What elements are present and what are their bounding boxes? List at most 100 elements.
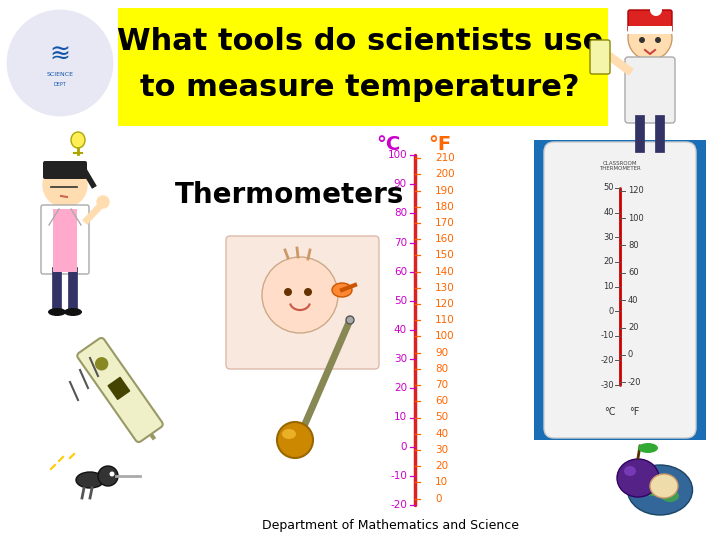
- Bar: [534, 140, 706, 440]
- Text: 50: 50: [435, 413, 448, 422]
- Text: 70: 70: [435, 380, 448, 390]
- Text: What tools do scientists use: What tools do scientists use: [117, 28, 603, 57]
- Circle shape: [655, 37, 661, 43]
- Text: 20: 20: [435, 461, 448, 471]
- Ellipse shape: [332, 283, 352, 297]
- Text: 210: 210: [435, 153, 455, 163]
- Text: Thermometers: Thermometers: [175, 181, 405, 209]
- Ellipse shape: [628, 465, 693, 515]
- Ellipse shape: [48, 308, 66, 316]
- Text: DEPT: DEPT: [53, 82, 66, 86]
- Text: 110: 110: [435, 315, 455, 325]
- Text: CLASSROOM
THERMOMETER: CLASSROOM THERMOMETER: [599, 160, 641, 171]
- Ellipse shape: [71, 132, 85, 148]
- Text: 200: 200: [435, 170, 454, 179]
- Text: 190: 190: [435, 186, 455, 195]
- Bar: [53, 209, 77, 272]
- Ellipse shape: [64, 308, 82, 316]
- Text: 0: 0: [400, 442, 407, 451]
- Text: 0: 0: [435, 494, 441, 503]
- Text: -20: -20: [600, 356, 614, 365]
- Text: 80: 80: [394, 208, 407, 218]
- Text: 40: 40: [435, 429, 448, 438]
- Text: 90: 90: [394, 179, 407, 189]
- Text: 40: 40: [628, 296, 639, 305]
- Circle shape: [346, 316, 354, 324]
- Ellipse shape: [624, 466, 636, 476]
- Text: 90: 90: [435, 348, 448, 357]
- Text: 120: 120: [628, 186, 644, 195]
- FancyBboxPatch shape: [628, 10, 672, 32]
- Text: 180: 180: [435, 202, 455, 212]
- Text: 80: 80: [435, 364, 448, 374]
- Text: 0: 0: [608, 307, 614, 315]
- Text: 60: 60: [628, 268, 639, 278]
- Ellipse shape: [638, 443, 658, 453]
- Text: ≋: ≋: [50, 43, 71, 67]
- Text: 130: 130: [435, 283, 455, 293]
- FancyBboxPatch shape: [107, 377, 130, 400]
- Text: 120: 120: [435, 299, 455, 309]
- Text: 50: 50: [394, 296, 407, 306]
- Text: °F: °F: [629, 407, 639, 417]
- Text: °F: °F: [428, 136, 451, 154]
- Circle shape: [628, 16, 672, 60]
- Text: 20: 20: [628, 323, 639, 332]
- Text: to measure temperature?: to measure temperature?: [140, 73, 580, 103]
- FancyBboxPatch shape: [625, 57, 675, 123]
- Circle shape: [639, 37, 645, 43]
- Circle shape: [8, 11, 112, 115]
- FancyBboxPatch shape: [43, 161, 87, 179]
- Text: 10: 10: [394, 413, 407, 422]
- Circle shape: [650, 4, 662, 16]
- Text: 0: 0: [628, 350, 634, 360]
- Text: 70: 70: [394, 238, 407, 247]
- Ellipse shape: [661, 490, 679, 502]
- Text: -20: -20: [628, 378, 642, 387]
- Text: 100: 100: [387, 150, 407, 160]
- Circle shape: [96, 358, 108, 370]
- Bar: [628, 26, 672, 34]
- Circle shape: [97, 196, 109, 208]
- Text: 20: 20: [394, 383, 407, 393]
- FancyBboxPatch shape: [226, 236, 379, 369]
- Text: -30: -30: [600, 381, 614, 389]
- Circle shape: [262, 257, 338, 333]
- Circle shape: [98, 466, 118, 486]
- Text: 40: 40: [603, 208, 614, 217]
- Ellipse shape: [650, 474, 678, 498]
- Ellipse shape: [277, 422, 313, 458]
- Circle shape: [43, 163, 87, 207]
- FancyBboxPatch shape: [544, 142, 696, 438]
- Bar: [118, 8, 608, 126]
- Text: -20: -20: [390, 500, 407, 510]
- Circle shape: [304, 288, 312, 296]
- Text: 100: 100: [628, 214, 644, 222]
- Circle shape: [284, 288, 292, 296]
- Text: 40: 40: [394, 325, 407, 335]
- Text: 160: 160: [435, 234, 455, 244]
- Text: 150: 150: [435, 251, 455, 260]
- Ellipse shape: [76, 472, 104, 488]
- Text: 30: 30: [603, 233, 614, 242]
- Text: Department of Mathematics and Science: Department of Mathematics and Science: [261, 519, 518, 532]
- Text: 30: 30: [394, 354, 407, 364]
- Text: 10: 10: [435, 477, 448, 487]
- Text: -10: -10: [600, 331, 614, 340]
- Text: 10: 10: [603, 282, 614, 291]
- Text: 60: 60: [435, 396, 448, 406]
- Text: 170: 170: [435, 218, 455, 228]
- Text: 100: 100: [435, 332, 454, 341]
- Text: 20: 20: [603, 258, 614, 266]
- Text: °C: °C: [604, 407, 616, 417]
- Text: 80: 80: [628, 241, 639, 250]
- FancyBboxPatch shape: [590, 40, 610, 74]
- Text: 60: 60: [394, 267, 407, 276]
- Ellipse shape: [641, 476, 665, 496]
- Ellipse shape: [617, 459, 659, 497]
- FancyBboxPatch shape: [77, 338, 163, 442]
- Text: °C: °C: [376, 136, 400, 154]
- Text: -10: -10: [390, 471, 407, 481]
- FancyBboxPatch shape: [41, 205, 89, 274]
- Circle shape: [109, 471, 114, 476]
